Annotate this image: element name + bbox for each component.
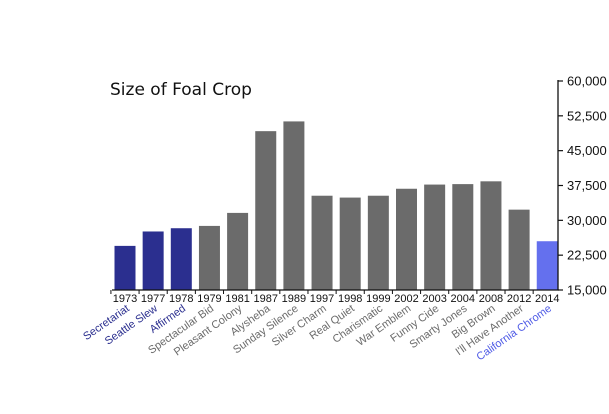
bar-1979 (198, 225, 220, 290)
year-label: 1989 (282, 293, 306, 305)
year-label: 1977 (141, 293, 165, 305)
bar-1989 (283, 121, 305, 290)
bar-2012 (508, 209, 530, 290)
bar-1998 (339, 197, 361, 290)
year-label: 1987 (254, 293, 278, 305)
bar-2004 (452, 184, 474, 290)
year-label: 1981 (225, 293, 249, 305)
year-label: 2002 (394, 293, 418, 305)
bar-1981 (227, 212, 249, 290)
bar-1997 (311, 195, 333, 290)
year-label: 2003 (422, 293, 446, 305)
y-tick-label: 30,000 (567, 213, 607, 228)
year-label: 2014 (535, 293, 559, 305)
year-label: 2004 (451, 293, 475, 305)
axis-layer: 15,000 22,500 30,000 37,500 45,000 52,500 60,0… (110, 74, 607, 298)
year-label: 1978 (169, 293, 193, 305)
bar-2002 (396, 188, 417, 290)
year-label: 2012 (507, 293, 531, 305)
y-tick-label: 15,000 (567, 283, 607, 298)
y-tick-label: 45,000 (567, 143, 607, 158)
year-label: 1973 (113, 293, 137, 305)
bar-2003 (424, 184, 446, 290)
y-tick-label: 52,500 (567, 108, 607, 123)
bars-layer (114, 121, 558, 290)
y-tick-label: 22,500 (567, 248, 607, 263)
bar-2014 (536, 241, 558, 290)
y-tick-label: 37,500 (567, 178, 607, 193)
chart-title: Size of Foal Crop (110, 80, 252, 100)
bar-1978 (170, 228, 192, 290)
year-label: 1999 (366, 293, 390, 305)
bar-1977 (142, 231, 164, 290)
bar-1987 (255, 131, 277, 290)
year-label: 1997 (310, 293, 334, 305)
y-tick-label: 60,000 (567, 74, 607, 89)
bar-1999 (367, 195, 389, 290)
bar-2008 (480, 181, 502, 290)
year-label: 1979 (197, 293, 221, 305)
year-label: 2008 (479, 293, 503, 305)
bar-1973 (114, 245, 136, 290)
year-label: 1998 (338, 293, 362, 305)
